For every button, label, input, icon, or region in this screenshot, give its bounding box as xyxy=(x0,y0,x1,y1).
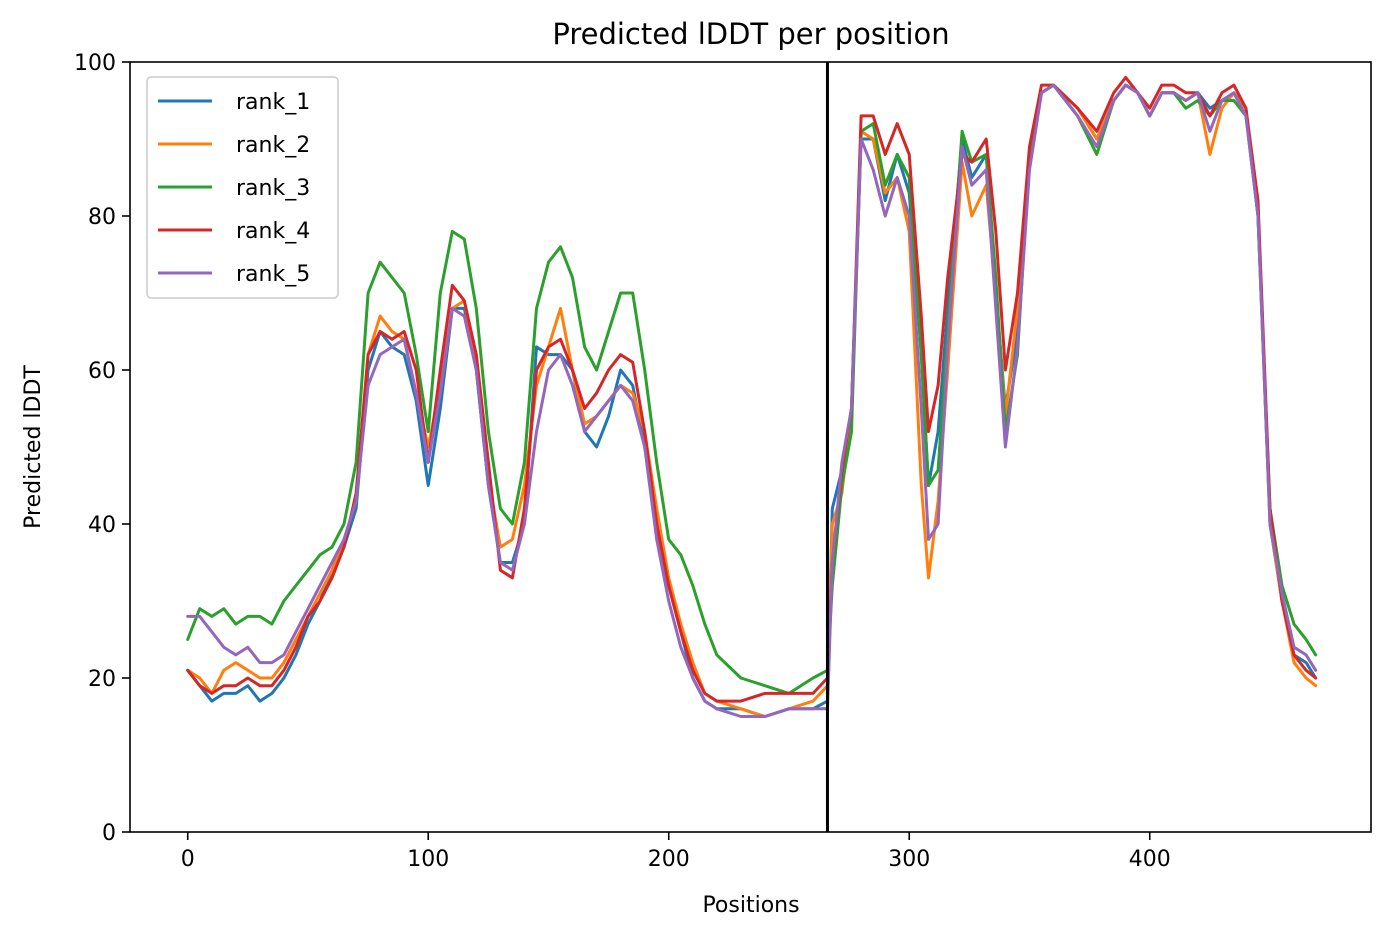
x-tick-label: 400 xyxy=(1129,847,1171,872)
legend-label-rank_3: rank_3 xyxy=(236,176,310,201)
y-tick-label: 40 xyxy=(88,513,116,538)
y-axis-label: Predicted lDDT xyxy=(21,365,46,529)
y-tick-label: 60 xyxy=(88,359,116,384)
y-tick-label: 20 xyxy=(88,667,116,692)
chart-title: Predicted lDDT per position xyxy=(552,17,949,51)
legend-label-rank_1: rank_1 xyxy=(236,90,310,115)
x-tick-label: 100 xyxy=(407,847,449,872)
series-layer xyxy=(186,75,1318,718)
x-axis-ticks: 0 100 200 300 400 xyxy=(181,832,1171,872)
x-tick-label: 0 xyxy=(181,847,195,872)
y-tick-label: 0 xyxy=(102,821,116,846)
series-line-rank_5 xyxy=(186,83,1318,718)
legend-label-rank_5: rank_5 xyxy=(236,262,310,287)
x-tick-label: 300 xyxy=(888,847,930,872)
y-tick-label: 100 xyxy=(74,51,116,76)
x-tick-label: 200 xyxy=(648,847,690,872)
legend: rank_1 rank_2 rank_3 rank_4 rank_5 xyxy=(146,76,339,299)
legend-box xyxy=(146,76,339,299)
legend-label-rank_2: rank_2 xyxy=(236,133,310,158)
y-axis-ticks: 0 20 40 60 80 100 xyxy=(74,51,130,846)
plot-area-frame xyxy=(129,61,1372,833)
legend-label-rank_4: rank_4 xyxy=(236,219,310,244)
x-axis-label: Positions xyxy=(702,893,799,918)
y-tick-label: 80 xyxy=(88,205,116,230)
